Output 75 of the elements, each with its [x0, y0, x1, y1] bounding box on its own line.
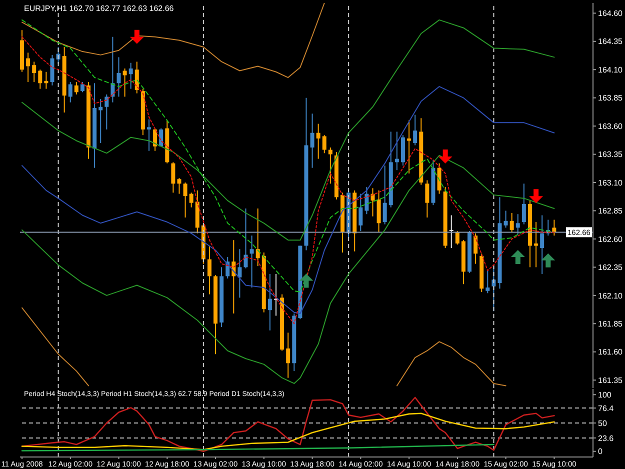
candlestick	[413, 114, 418, 146]
candlestick	[268, 273, 272, 331]
y-tick-label: 162.60	[598, 234, 624, 244]
candlestick	[146, 118, 151, 152]
candlestick	[474, 232, 478, 264]
candlestick	[516, 214, 520, 235]
candlestick	[455, 230, 460, 246]
point	[529, 189, 544, 204]
candlestick	[510, 212, 514, 233]
candlestick	[38, 69, 42, 90]
y-tick-label: 100	[598, 390, 612, 400]
candlestick	[310, 113, 314, 168]
candlestick	[540, 214, 544, 274]
candlestick	[207, 245, 212, 295]
y-tick-label: 164.10	[598, 65, 624, 74]
y-tick-label: 161.85	[598, 319, 624, 328]
point	[541, 253, 556, 268]
candlestick	[437, 162, 442, 194]
y-tick-label: 76.4	[598, 404, 614, 413]
line-series	[22, 36, 555, 324]
candlestick	[376, 190, 381, 233]
candlestick	[250, 235, 254, 288]
y-tick-label: 164.35	[598, 37, 624, 46]
candlestick	[32, 61, 36, 83]
candlestick	[316, 123, 320, 160]
candlestick	[189, 192, 194, 208]
candlestick	[50, 54, 54, 86]
candlestick	[80, 82, 84, 93]
y-tick-label: 163.35	[598, 150, 624, 160]
candlestick	[486, 270, 490, 294]
candlestick	[183, 182, 188, 218]
y-tick-label: 0	[598, 447, 603, 456]
y-tick-label: 163.10	[598, 178, 624, 188]
candlestick	[286, 332, 290, 378]
point	[130, 30, 144, 44]
candlestick	[128, 62, 133, 90]
line-series	[21, 444, 494, 452]
point	[510, 250, 525, 264]
y-tick-label: 164.60	[598, 9, 624, 18]
candlestick	[238, 248, 242, 298]
y-tick-label: 162.10	[598, 291, 624, 300]
candlestick	[322, 134, 326, 154]
candlestick	[104, 94, 109, 130]
point	[299, 274, 314, 288]
y-tick-label: 162.85	[598, 206, 624, 216]
candlestick	[134, 61, 139, 94]
candlestick	[98, 98, 103, 144]
candlestick	[522, 183, 526, 225]
candlestick	[382, 165, 387, 225]
candlestick	[177, 178, 182, 194]
candlestick	[116, 56, 121, 98]
candlestick	[74, 82, 78, 95]
y-tick-label: 163.60	[598, 122, 624, 131]
candlestick	[171, 162, 176, 194]
line-series	[22, 86, 555, 314]
candlestick	[122, 68, 127, 98]
y-tick-label: 161.60	[598, 348, 624, 357]
y-tick-label: 50	[598, 418, 608, 428]
candlestick	[358, 193, 363, 232]
line-series	[21, 412, 555, 450]
point	[438, 150, 452, 164]
line-series	[22, 19, 555, 241]
y-tick-label: 161.35	[598, 376, 624, 385]
candlestick	[504, 210, 508, 228]
candlestick	[425, 180, 430, 218]
candlestick	[26, 52, 30, 83]
candlestick	[364, 186, 369, 215]
candlestick	[68, 82, 72, 103]
candlestick	[449, 214, 454, 248]
chart-title: EURJPY,H1 162.70 162.77 162.63 162.66	[24, 4, 174, 13]
y-tick-label: 162.35	[598, 263, 624, 272]
line-series	[22, 3, 325, 78]
y-tick-label: 163.85	[598, 94, 624, 103]
candlestick	[328, 147, 332, 184]
y-tick-label: 23.6	[598, 434, 614, 443]
